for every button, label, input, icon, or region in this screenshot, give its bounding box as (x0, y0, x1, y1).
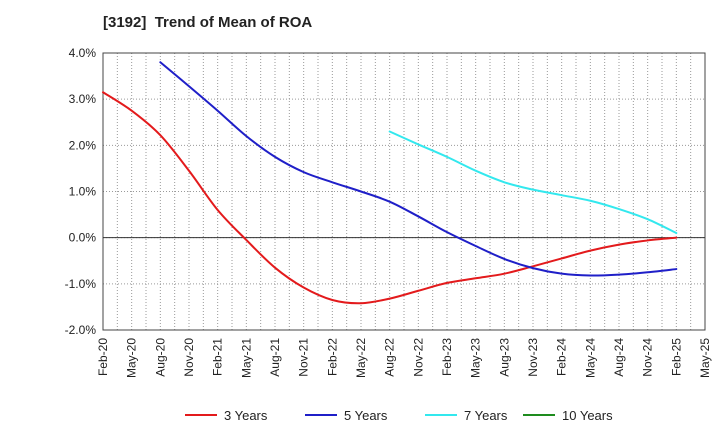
legend-label: 10 Years (562, 408, 613, 423)
x-tick-label: Aug-22 (383, 338, 397, 377)
y-tick-label: 4.0% (69, 46, 97, 60)
y-tick-label: 0.0% (69, 231, 97, 245)
tick-labels: -2.0% -1.0% 0.0% 1.0% 2.0% 3.0% 4.0% Feb-20 May-… (65, 46, 712, 378)
legend-label: 3 Years (224, 408, 268, 423)
y-tick-label: 3.0% (69, 92, 97, 106)
series-line-3-years (102, 91, 678, 305)
plot-frame (102, 52, 706, 331)
x-tick-label: Nov-23 (526, 338, 540, 377)
legend-label: 7 Years (464, 408, 508, 423)
chart-title: [3192] Trend of Mean of ROA (103, 14, 313, 31)
x-tick-label: May-21 (239, 338, 253, 378)
x-tick-label: May-25 (698, 338, 712, 378)
series-group (102, 61, 678, 305)
x-tick-label: Aug-24 (612, 338, 626, 377)
series-line-7-years (388, 130, 678, 235)
legend: 3 Years 5 Years 7 Years 10 Years (185, 408, 613, 423)
series-line-5-years (159, 61, 678, 277)
x-tick-label: Feb-23 (440, 338, 454, 376)
x-tick-label: Feb-24 (555, 338, 569, 376)
x-tick-label: Feb-22 (325, 338, 339, 376)
x-tick-label: Feb-20 (96, 338, 110, 376)
x-tick-label: Aug-20 (153, 338, 167, 377)
y-tick-label: -2.0% (65, 323, 97, 337)
y-tick-label: -1.0% (65, 277, 97, 291)
axes (102, 52, 706, 331)
x-tick-label: Aug-23 (497, 338, 511, 377)
x-tick-label: May-24 (583, 338, 597, 378)
x-tick-label: Nov-24 (641, 338, 655, 377)
x-tick-label: Nov-20 (182, 338, 196, 377)
x-tick-label: May-20 (125, 338, 139, 378)
x-tick-label: May-23 (469, 338, 483, 378)
y-tick-label: 2.0% (69, 138, 97, 152)
grid (102, 52, 706, 331)
x-tick-label: Feb-21 (211, 338, 225, 376)
x-tick-label: Nov-21 (297, 338, 311, 377)
x-tick-label: Nov-22 (411, 338, 425, 377)
x-tick-label: Aug-21 (268, 338, 282, 377)
legend-label: 5 Years (344, 408, 388, 423)
y-tick-label: 1.0% (69, 185, 97, 199)
x-tick-label: Feb-25 (669, 338, 683, 376)
x-tick-label: May-22 (354, 338, 368, 378)
